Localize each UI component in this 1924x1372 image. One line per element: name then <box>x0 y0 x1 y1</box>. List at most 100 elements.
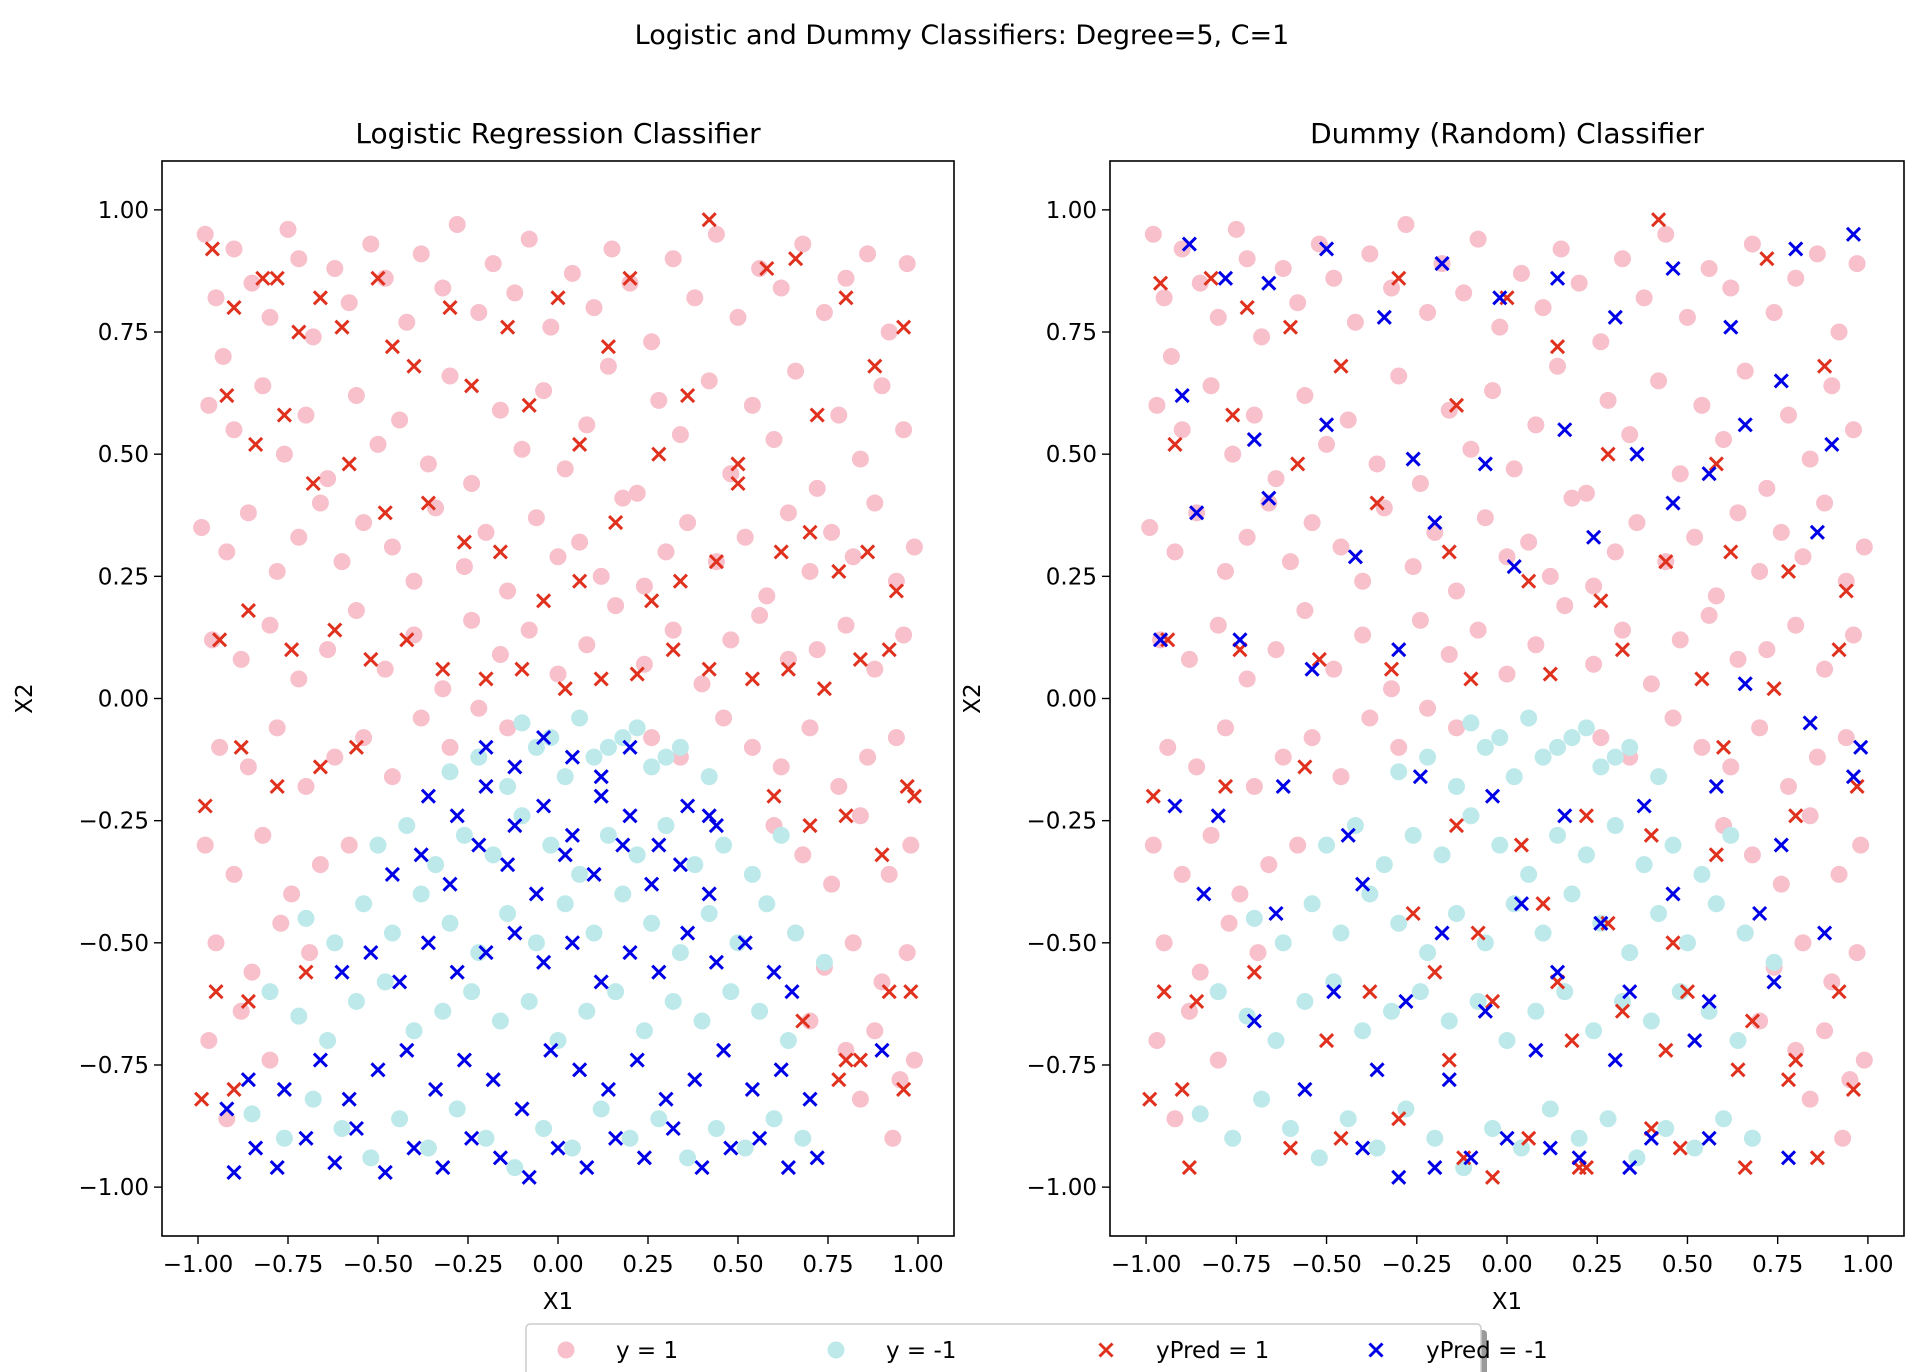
point <box>1390 914 1408 932</box>
point-x <box>1715 739 1732 755</box>
x-tick-label: 0.00 <box>532 1252 583 1278</box>
point-x <box>1427 515 1443 531</box>
point-x <box>248 436 264 452</box>
point-x <box>1849 778 1865 795</box>
point-x <box>1838 583 1854 599</box>
point <box>1404 558 1422 576</box>
point-x <box>269 270 285 286</box>
point <box>301 944 319 962</box>
point <box>520 621 538 639</box>
point <box>837 1041 855 1059</box>
point-x <box>1210 808 1226 824</box>
dummy-classifier-panel: −1.00 −0.75 −0.50 −0.25 0.00 0.25 0.50 0.75 1.00… <box>960 117 1905 1315</box>
point <box>801 719 819 737</box>
point-x <box>1232 632 1248 648</box>
point-x <box>334 319 350 335</box>
point <box>1368 455 1386 473</box>
legend-label: yPred = -1 <box>1426 1338 1548 1364</box>
point-x <box>600 339 616 355</box>
y-tick-label: 1.00 <box>1046 198 1097 224</box>
point <box>1469 992 1487 1010</box>
point <box>1844 626 1862 644</box>
point <box>1397 216 1415 234</box>
point <box>448 216 466 234</box>
point <box>535 1120 553 1137</box>
point <box>535 382 553 400</box>
point <box>448 1100 466 1118</box>
point-x <box>377 1164 393 1181</box>
point <box>1310 235 1328 253</box>
point <box>398 817 416 835</box>
point <box>1318 435 1336 453</box>
point <box>743 865 761 883</box>
point <box>196 836 214 854</box>
point-x <box>1304 661 1320 677</box>
panel-title: Dummy (Random) Classifier <box>1310 117 1704 150</box>
point <box>1180 650 1198 668</box>
point <box>1462 807 1480 825</box>
point <box>1238 528 1256 546</box>
point <box>1848 255 1866 273</box>
point-x <box>1189 505 1205 521</box>
point-x <box>1326 984 1342 1000</box>
point-x <box>478 778 494 795</box>
point <box>563 264 581 282</box>
point <box>1743 846 1761 864</box>
point-x <box>1340 827 1356 843</box>
point <box>355 895 373 913</box>
point-x <box>1499 1130 1515 1146</box>
point <box>1260 856 1278 874</box>
point-x <box>1347 549 1363 565</box>
point <box>304 1090 322 1108</box>
point-x <box>1557 808 1573 824</box>
point-x <box>370 1062 386 1078</box>
point-x <box>831 1072 847 1088</box>
point-x <box>478 739 494 755</box>
point <box>1339 1110 1357 1128</box>
point <box>347 602 365 620</box>
point-x <box>651 964 667 980</box>
point <box>1191 963 1209 981</box>
x-tick-label: 1.00 <box>1842 1252 1893 1278</box>
point <box>643 333 661 351</box>
point <box>1447 905 1465 922</box>
point <box>1549 357 1567 375</box>
point-x <box>1297 1081 1313 1097</box>
series-y-1 <box>1141 216 1873 1147</box>
point <box>1693 396 1711 414</box>
point <box>398 313 416 331</box>
point <box>880 865 898 883</box>
point-x <box>586 866 602 882</box>
point-x <box>528 886 544 902</box>
point <box>1780 406 1798 424</box>
point-x <box>1708 778 1724 795</box>
point-x <box>514 1101 530 1117</box>
point-x <box>629 666 645 682</box>
point-x <box>852 651 868 667</box>
point <box>1541 567 1559 585</box>
point <box>905 538 923 556</box>
point <box>484 846 502 864</box>
point <box>1592 758 1610 776</box>
point-x <box>543 1042 559 1058</box>
y-tick-label: −0.50 <box>1027 931 1097 957</box>
point <box>1556 983 1574 1001</box>
point <box>1635 856 1653 874</box>
point <box>412 245 430 263</box>
point <box>1635 289 1653 307</box>
point-x <box>730 456 746 472</box>
point-x <box>348 739 364 755</box>
point-x <box>420 788 436 804</box>
series-ypred-1 <box>219 730 890 1185</box>
point-x <box>759 260 775 277</box>
point <box>1678 308 1696 326</box>
point-x <box>730 475 746 492</box>
point <box>1549 826 1567 844</box>
point-x <box>1376 309 1392 325</box>
point <box>347 992 365 1010</box>
point-x <box>888 583 904 599</box>
point <box>1855 1051 1873 1069</box>
point <box>1325 269 1343 287</box>
point <box>1758 479 1776 497</box>
point <box>1383 279 1401 297</box>
